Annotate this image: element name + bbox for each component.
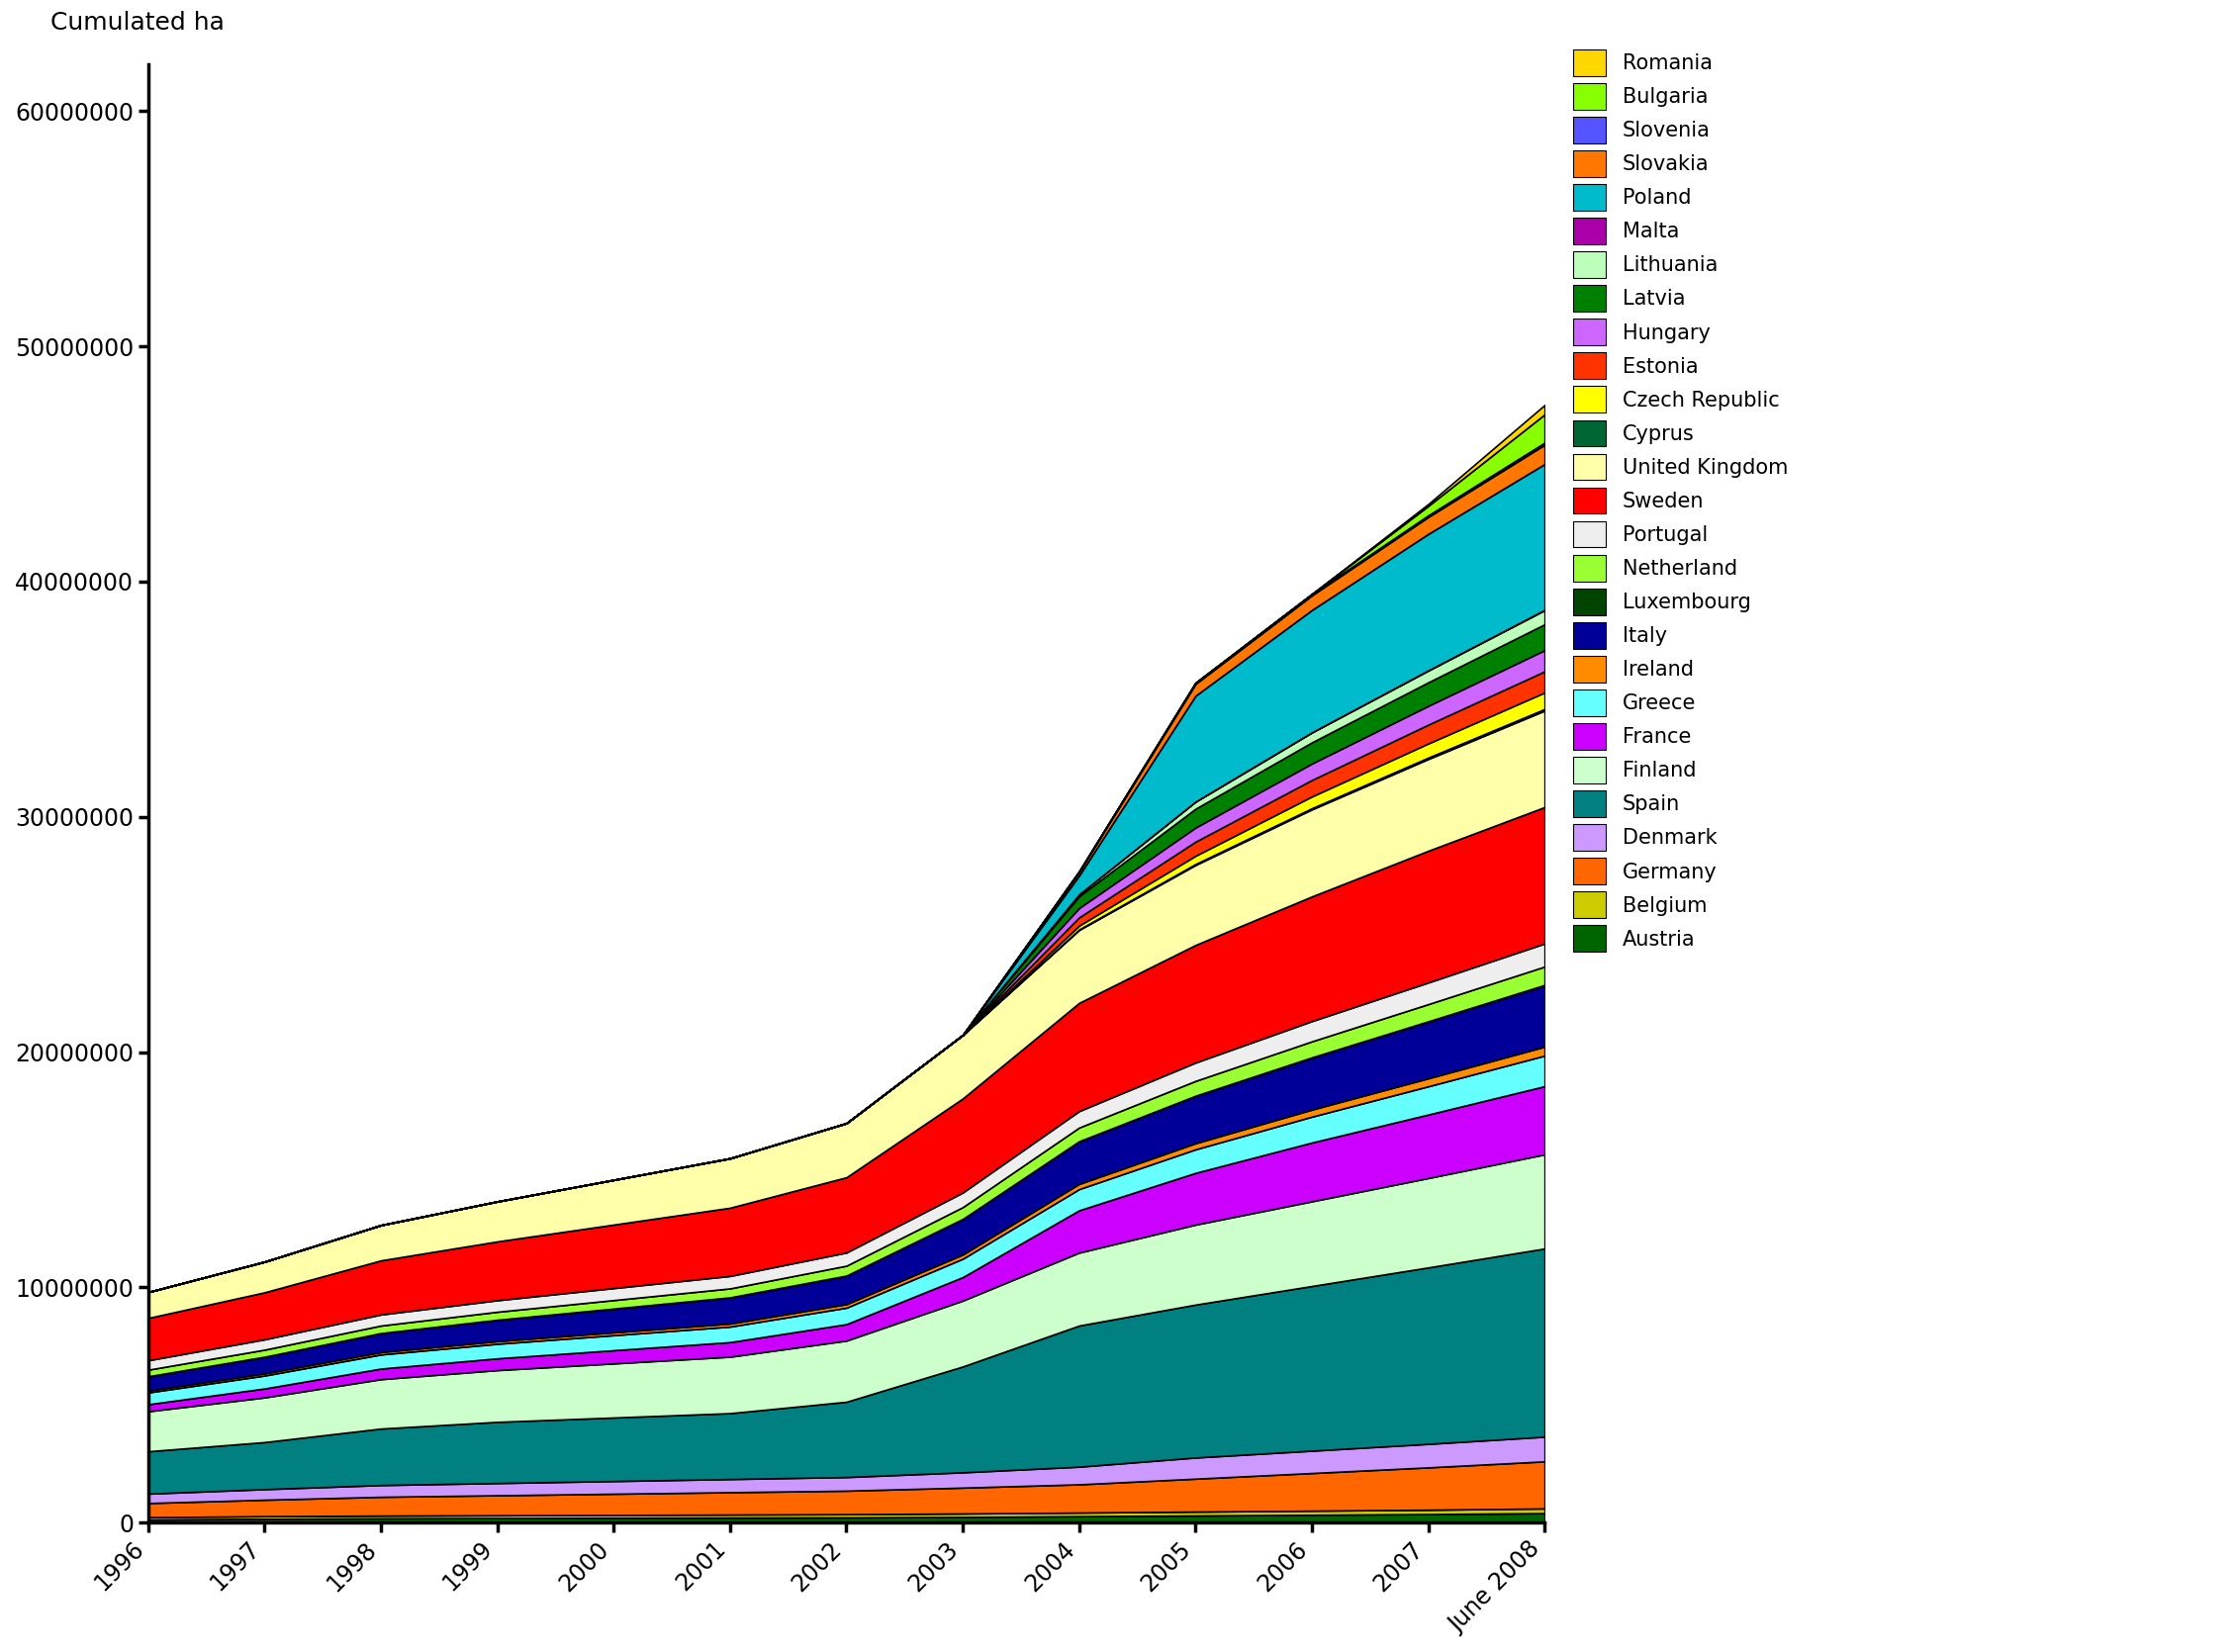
Text: Cumulated ha: Cumulated ha — [51, 12, 224, 35]
Legend: Romania, Bulgaria, Slovenia, Slovakia, Poland, Malta, Lithuania, Latvia, Hungary: Romania, Bulgaria, Slovenia, Slovakia, P… — [1569, 45, 1792, 957]
